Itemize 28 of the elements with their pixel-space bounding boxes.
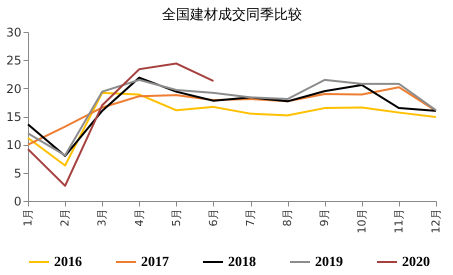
y-tick-label: 10 <box>6 138 22 152</box>
line-series <box>27 92 437 167</box>
y-tick-label: 30 <box>6 26 22 40</box>
y-tick-label: 5 <box>14 166 22 180</box>
legend-label: 2018 <box>228 255 256 270</box>
x-tick-label: 2月 <box>58 208 72 226</box>
y-tick-label: 25 <box>6 54 22 68</box>
legend-label: 2017 <box>141 255 169 270</box>
y-tick-label: 20 <box>6 82 22 96</box>
x-tick-label: 4月 <box>132 208 146 226</box>
x-tick-label: 10月 <box>355 208 368 234</box>
legend-label: 2019 <box>315 255 343 270</box>
x-tick-label: 11月 <box>392 208 406 234</box>
x-tick-label: 3月 <box>96 208 109 226</box>
y-tick-label: 0 <box>14 194 22 208</box>
y-tick-label: 15 <box>6 110 22 124</box>
legend-label: 2016 <box>54 255 82 270</box>
chart-title: 全国建材成交同季比较 <box>162 7 302 23</box>
x-tick-label: 12月 <box>430 208 442 234</box>
x-tick-label: 9月 <box>318 208 332 226</box>
x-tick-label: 1月 <box>22 208 34 226</box>
legend-label: 2020 <box>402 255 430 270</box>
line-series <box>27 86 437 146</box>
x-tick-label: 6月 <box>206 208 220 226</box>
line-series <box>27 62 214 187</box>
x-tick-label: 8月 <box>281 208 294 226</box>
x-tick-label: 7月 <box>244 208 258 226</box>
x-tick-label: 5月 <box>170 208 183 226</box>
